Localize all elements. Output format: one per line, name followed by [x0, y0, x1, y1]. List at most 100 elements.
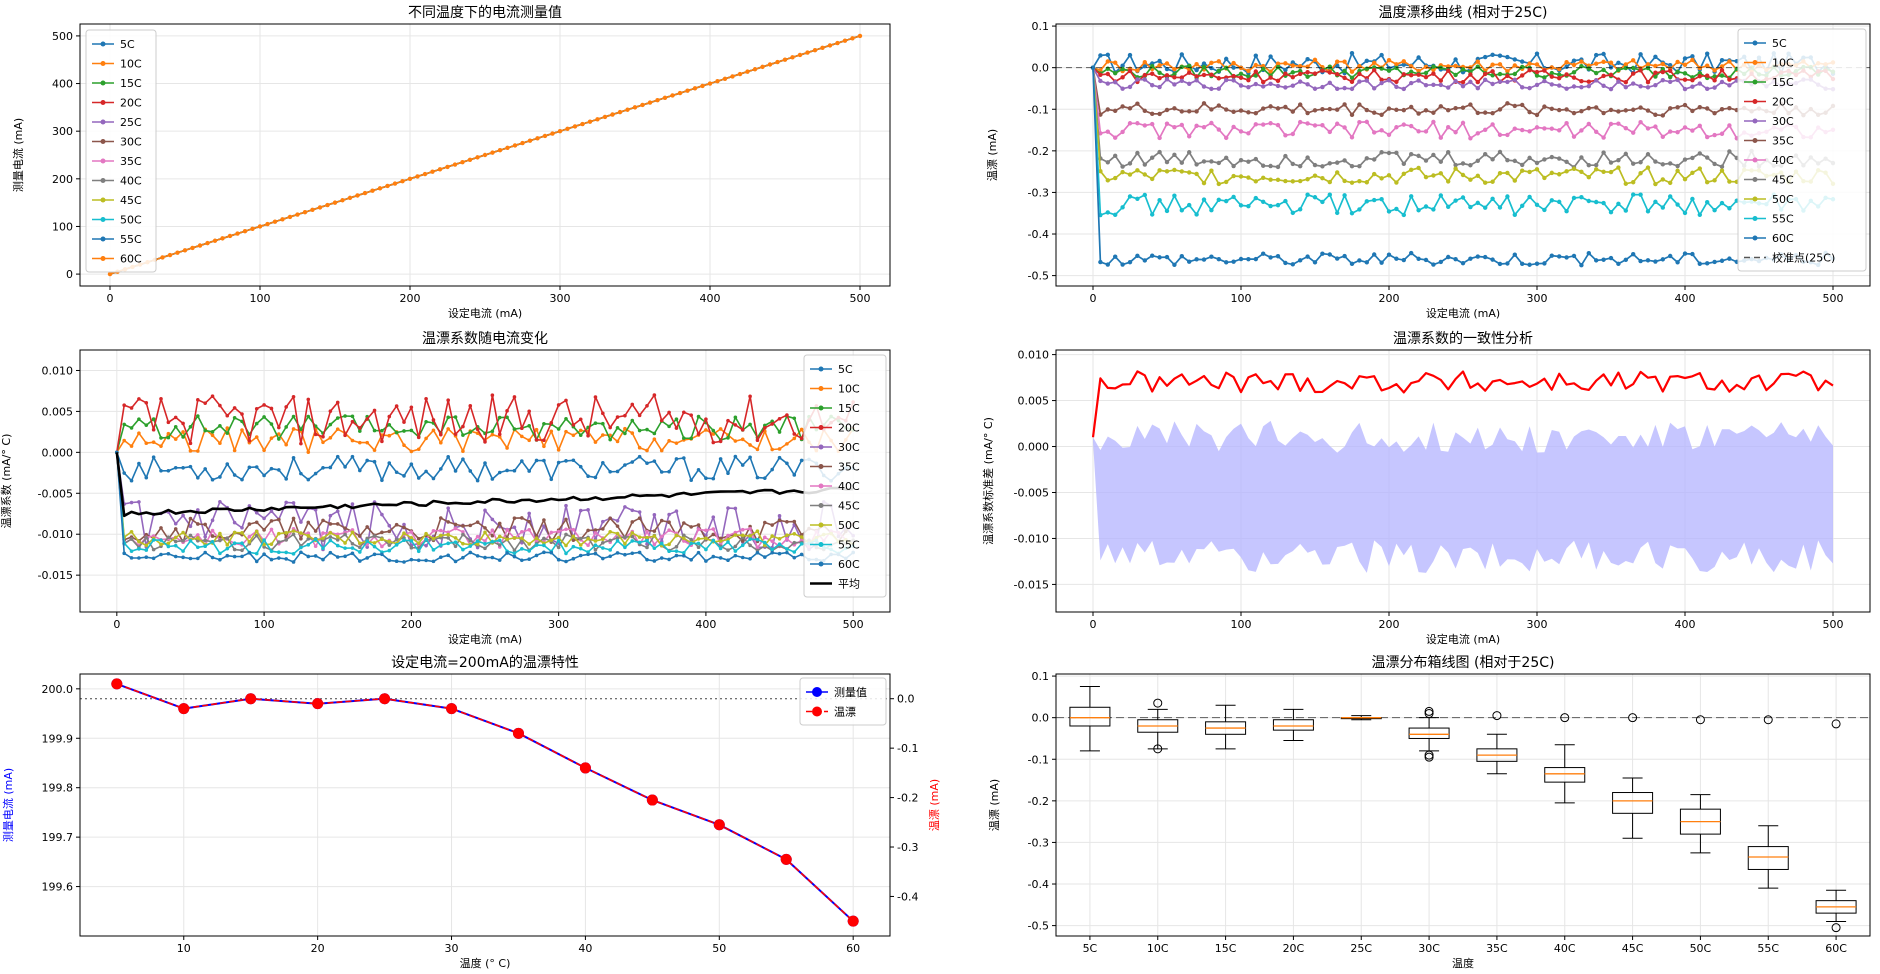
- coef-series-10C-point: [210, 433, 215, 438]
- coef-series-5C-point: [770, 467, 774, 472]
- coef-series-60C-point: [461, 555, 465, 560]
- coef-series-20C-point: [461, 424, 465, 429]
- box-40C: [1544, 767, 1586, 783]
- drift-series-60C-point: [1638, 258, 1643, 264]
- y-tick-label: -0.010: [1014, 532, 1049, 545]
- drift-series-35C-point: [1401, 107, 1407, 113]
- drift-series-10C-point: [1690, 57, 1695, 63]
- drift-series-45C-point: [1431, 152, 1436, 158]
- coef-series-20C-point: [483, 440, 487, 444]
- coef-series-55C-point: [785, 547, 789, 551]
- drift-series-35C-point: [1608, 107, 1614, 113]
- drift-series-50C-point: [1675, 168, 1680, 173]
- coef-series-40C-point: [740, 527, 745, 532]
- drift-series-45C-point: [1527, 155, 1532, 161]
- coef-series-55C-point: [682, 550, 686, 555]
- coef-series-10C-point: [711, 432, 716, 436]
- drift-series-15C-point: [1453, 72, 1458, 78]
- drift-series-30C-point: [1283, 85, 1288, 90]
- drift-series-30C-point: [1187, 81, 1192, 87]
- drift-series-55C-point: [1179, 208, 1185, 213]
- box-45C: [1612, 792, 1654, 814]
- drift-series-50C-point: [1172, 167, 1177, 173]
- y-tick-label: -0.005: [1014, 486, 1049, 499]
- drift-series-45C-point: [1638, 160, 1643, 165]
- y-tick-label: -0.5: [1028, 920, 1049, 933]
- series-line-60C-point: [235, 231, 240, 236]
- coef-series-55C-point: [763, 540, 767, 545]
- coef-series-60C-point: [277, 556, 281, 560]
- drift-series-50C-point: [1283, 178, 1288, 184]
- coef-series-30C-point: [601, 519, 605, 524]
- drift-series-60C-point: [1497, 261, 1503, 267]
- coef-series-50C-point: [166, 541, 171, 546]
- drift-series-60C-point: [1505, 261, 1510, 266]
- coef-series-35C-point: [306, 520, 311, 525]
- coef-series-40C-point: [667, 528, 671, 533]
- drift-series-40C-point: [1460, 120, 1466, 126]
- x-tick-label: 300: [548, 618, 569, 631]
- coef-series-15C-point: [203, 428, 207, 433]
- coef-series-5C-point: [623, 463, 627, 467]
- x-axis-label: 设定电流 (mA): [1426, 306, 1500, 320]
- coef-series-45C-point: [615, 536, 620, 540]
- coef-series-5C-point: [505, 468, 509, 473]
- drift-series-10C-point: [1312, 57, 1318, 62]
- coef-series-35C-point: [689, 525, 693, 529]
- drift-series-60C-point: [1379, 260, 1384, 265]
- series-line-60C-point: [355, 193, 360, 198]
- drift-series-60C-point: [1253, 256, 1259, 262]
- coef-series-50C-point: [704, 536, 708, 541]
- drift-series-40C-point: [1320, 123, 1325, 128]
- coef-series-15C-point: [468, 430, 473, 434]
- chart-drift-coefficient: 0 100 200 300 400 5000.0100.0050.000-0.005-0.…: [0, 331, 891, 646]
- drift-series-55C-point: [1490, 196, 1495, 201]
- coef-series-60C-point: [166, 551, 171, 556]
- drift-series-45C-point: [1594, 162, 1599, 168]
- drift-series-50C-point: [1409, 167, 1414, 173]
- drift-series-40C-point: [1623, 125, 1629, 131]
- coef-series-40C-point: [483, 539, 487, 543]
- legend-label: 5C: [1772, 37, 1787, 50]
- legend-label: 40C: [1772, 154, 1794, 167]
- coef-series-20C-point: [453, 432, 458, 436]
- coef-series-10C-point: [630, 431, 635, 435]
- drift-series-35C-point: [1631, 107, 1636, 112]
- coef-series-55C-point: [674, 549, 679, 553]
- coef-series-20C-point: [711, 440, 716, 445]
- coef-series-30C-point: [129, 500, 134, 505]
- coef-series-10C-point: [372, 448, 377, 453]
- series-line-60C-point: [272, 219, 278, 224]
- drift-series-20C-point: [1150, 71, 1155, 76]
- drift-series-20C-point: [1631, 71, 1636, 76]
- coef-series-50C-point: [291, 529, 296, 533]
- coef-series-20C-point: [151, 427, 156, 432]
- coef-series-15C-point: [645, 427, 649, 432]
- series-line-60C-point: [655, 98, 660, 103]
- coef-series-10C-point: [659, 448, 664, 453]
- coef-series-50C-point: [799, 535, 804, 539]
- coef-series-60C-point: [453, 559, 458, 564]
- coef-series-55C-point: [321, 546, 325, 551]
- drift-series-60C-point: [1423, 257, 1429, 263]
- series-line-60C-point: [745, 69, 750, 74]
- coef-series-5C-point: [240, 477, 244, 482]
- drift-series-15C-point: [1172, 72, 1177, 77]
- drift-series-50C-point: [1586, 175, 1592, 180]
- drift-series-50C-point: [1394, 180, 1399, 185]
- drift-series-45C-point: [1542, 157, 1547, 162]
- drift-series-50C-point: [1246, 175, 1251, 180]
- series-line-60C-point: [617, 109, 623, 115]
- coef-series-60C-point: [424, 558, 428, 563]
- coef-series-15C-point: [593, 421, 598, 425]
- drift-series-55C-point: [1172, 193, 1177, 198]
- legend-marker: [818, 425, 824, 430]
- drift-series-20C-point: [1660, 69, 1666, 75]
- drift-series-15C-point: [1157, 70, 1162, 75]
- drift-series-30C-point: [1527, 85, 1532, 91]
- coef-series-20C-point: [372, 408, 377, 413]
- coef-series-5C-point: [218, 475, 222, 479]
- drift-series-45C-point: [1283, 153, 1288, 159]
- drift-series-50C-point: [1098, 168, 1103, 174]
- coef-series-35C-point: [718, 536, 723, 541]
